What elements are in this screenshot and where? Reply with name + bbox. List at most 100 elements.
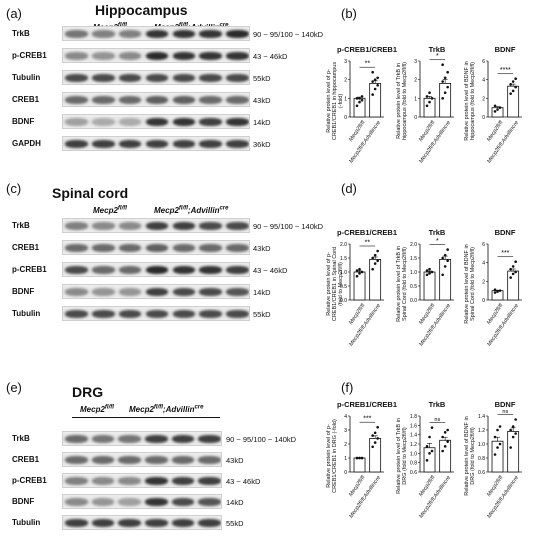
data-point [446, 85, 449, 89]
data-point [425, 269, 429, 272]
y-tick-label: 1.4 [478, 414, 485, 420]
spinal-cord-title: Spinal cord [52, 185, 129, 201]
molecular-weight-label: 43kD [253, 244, 271, 253]
y-tick-label: 1.6 [410, 423, 417, 429]
blot-band [226, 222, 249, 230]
blot-band [145, 498, 168, 506]
y-tick-label: 2.0 [340, 242, 347, 248]
chart-title: p-CREB1/CREB1 [336, 400, 397, 409]
blot-band [118, 288, 142, 296]
data-point [443, 431, 447, 434]
blot-band [92, 310, 115, 318]
y-tick-label: 3 [344, 59, 347, 65]
y-tick-label: 4 [482, 78, 485, 84]
blot-row-label: TrkB [12, 434, 30, 443]
molecular-weight-label: 90 ~ 95/100 ~ 140kD [253, 222, 324, 231]
blot-band [226, 266, 249, 274]
chart-title: p-CREB1/CREB1 [336, 45, 397, 54]
y-tick-label: 2.0 [410, 242, 417, 248]
blot-band [199, 52, 222, 60]
y-tick-label: 0 [414, 115, 417, 121]
data-point [496, 108, 499, 111]
data-point [498, 289, 502, 292]
y-axis-label: Relative protein level of TrkB in DRG (f… [396, 418, 408, 494]
blot-band [65, 477, 88, 485]
y-tick-label: 1.2 [478, 428, 485, 434]
data-point [358, 456, 361, 460]
y-tick-label: 2 [344, 442, 347, 448]
bar [353, 271, 366, 301]
group-underline-control [72, 417, 127, 418]
data-point [430, 270, 434, 274]
blot-band [199, 74, 222, 82]
data-point [514, 85, 517, 89]
data-point [514, 260, 517, 264]
molecular-weight-label: 14kD [253, 118, 271, 127]
blot-band [145, 456, 168, 464]
y-tick-label: 1.0 [478, 442, 485, 448]
y-tick-label: 0 [482, 298, 485, 304]
data-point [376, 437, 379, 440]
data-point [371, 434, 374, 437]
blot-band [65, 222, 88, 230]
blot-band [172, 310, 196, 318]
bar [507, 270, 520, 301]
y-tick-label: 1.5 [410, 256, 417, 262]
blot-strip [62, 473, 222, 488]
blot-band [226, 74, 249, 82]
data-point [509, 83, 512, 86]
data-point [493, 453, 497, 456]
y-tick-label: 0.8 [410, 461, 417, 467]
significance-label: ** [365, 240, 371, 247]
chart-svg: 0.0 0.5 1.0 1.5 2.0 * [410, 238, 454, 304]
data-point [355, 274, 359, 278]
bar [491, 107, 504, 118]
blot-band [172, 222, 196, 230]
blot-band [118, 498, 141, 506]
chart-svg: 0 2 4 6 **** [482, 59, 522, 121]
data-point [493, 291, 497, 294]
blot-band [199, 30, 222, 38]
chart-svg: 0.0 0.5 1.0 1.5 2.0 ** [340, 240, 384, 304]
blot-band [91, 477, 115, 485]
data-point [493, 435, 497, 439]
data-point [425, 104, 429, 108]
chart-title: TrkB [428, 45, 446, 54]
bar [439, 439, 452, 473]
data-point [425, 273, 429, 277]
data-point [373, 262, 377, 265]
y-tick-label: 3 [414, 59, 417, 65]
data-point [496, 446, 499, 449]
blot-band [145, 244, 169, 252]
blot-band [172, 96, 196, 104]
data-point [493, 288, 497, 292]
blot-band [118, 310, 142, 318]
bar [353, 457, 366, 473]
y-tick-label: 6 [482, 59, 485, 65]
blot-strip [62, 262, 250, 277]
chart-svg: 0.6 0.8 1.0 1.2 1.4 1.6 1.8 ns [410, 414, 454, 476]
y-tick-label: 0 [344, 115, 347, 121]
blot-band [199, 140, 222, 148]
data-point [428, 435, 431, 439]
blot-band [226, 310, 249, 318]
molecular-weight-label: 36kD [253, 140, 271, 149]
data-point [355, 456, 359, 460]
y-tick-label: 1.0 [410, 451, 417, 457]
data-point [360, 270, 364, 274]
group-underline-cko [125, 417, 220, 418]
blot-strip [62, 494, 222, 509]
y-tick-label: 0.5 [340, 284, 347, 290]
data-point [511, 80, 515, 83]
blot-band [91, 498, 115, 506]
bar-chart-d-2: TrkB 0.0 0.5 1.0 1.5 2.0 * Relative protein lev… [394, 228, 475, 358]
blot-band [226, 118, 249, 126]
blot-band [65, 310, 88, 318]
data-point [509, 267, 512, 271]
data-point [514, 432, 517, 435]
blot-band [199, 118, 222, 126]
molecular-weight-label: 43kD [226, 456, 244, 465]
blot-row-label: p-CREB1 [12, 476, 47, 485]
group-label-cko: Mecp2fl/fl;Advillincre [129, 404, 204, 414]
data-point [446, 70, 449, 74]
